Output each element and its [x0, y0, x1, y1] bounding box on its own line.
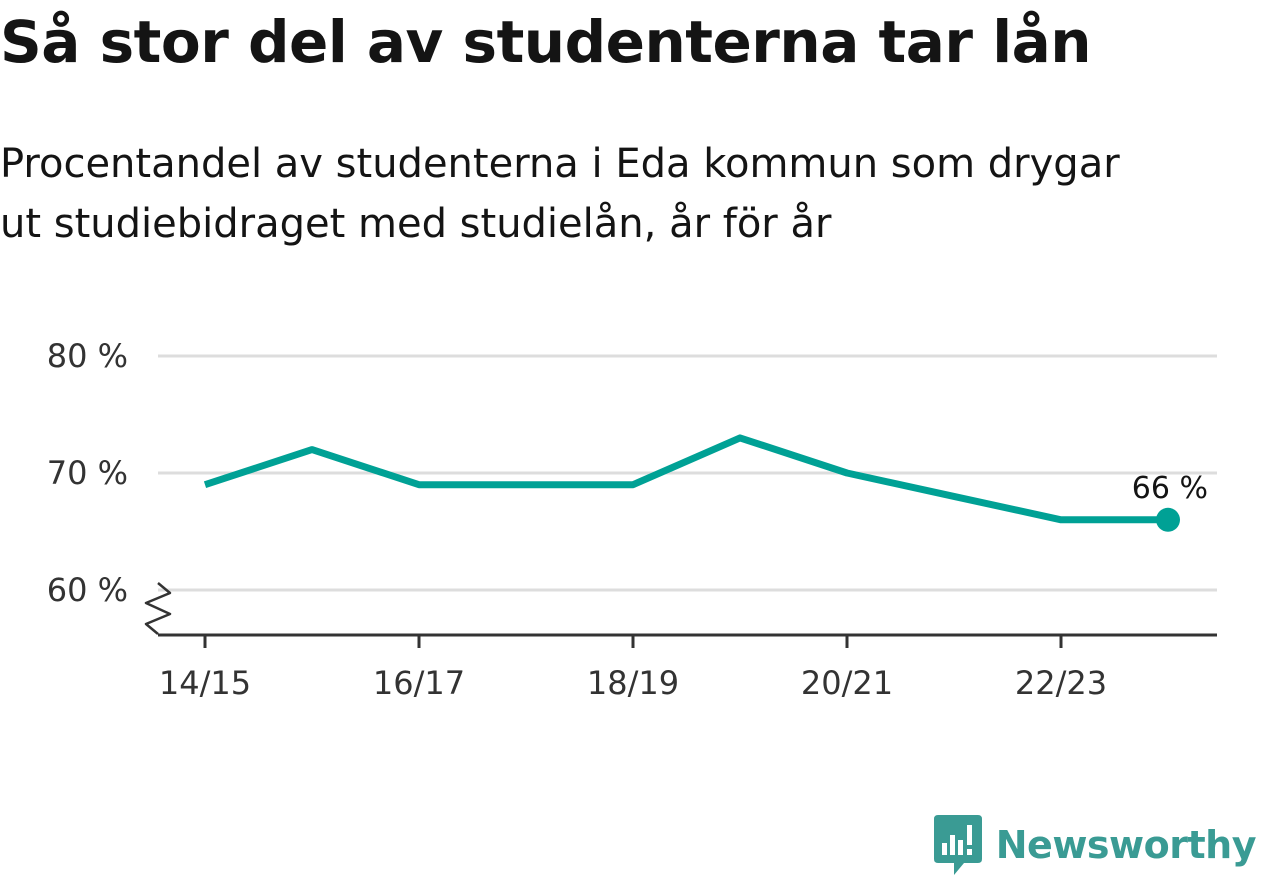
x-tick-label: 14/15 — [159, 664, 251, 702]
x-tick-label: 22/23 — [1015, 664, 1107, 702]
y-tick-label: 80 % — [47, 337, 128, 375]
series: 66 % — [203, 434, 1208, 532]
newsworthy-logo-text: Newsworthy — [995, 823, 1257, 867]
y-axis-labels: 60 % 70 % 80 % — [47, 337, 128, 609]
chart-title: Så stor del av studenterna tar lån — [0, 8, 1092, 76]
y-axis-break-marker — [144, 582, 172, 635]
y-tick-label: 70 % — [47, 454, 128, 492]
newsworthy-logo-icon — [933, 815, 982, 875]
last-point-marker — [1156, 507, 1180, 532]
chart-subtitle-line-1: Procentandel av studenterna i Eda kommun… — [0, 141, 1120, 187]
chart-subtitle-line-2: ut studiebidraget med studielån, år för … — [0, 201, 832, 247]
newsworthy-logo: Newsworthy — [933, 815, 1257, 875]
y-tick-label: 60 % — [47, 571, 128, 609]
x-tick-label: 20/21 — [801, 664, 893, 702]
series-line — [203, 434, 1168, 524]
chart-subtitle: Procentandel av studenterna i Eda kommun… — [0, 134, 1240, 254]
gridlines — [158, 354, 1217, 592]
x-tick-label: 18/19 — [587, 664, 679, 702]
x-tick-label: 16/17 — [373, 664, 465, 702]
last-value-label: 66 % — [1132, 471, 1208, 506]
x-axis: 14/15 16/17 18/19 20/21 22/23 — [144, 582, 1217, 702]
